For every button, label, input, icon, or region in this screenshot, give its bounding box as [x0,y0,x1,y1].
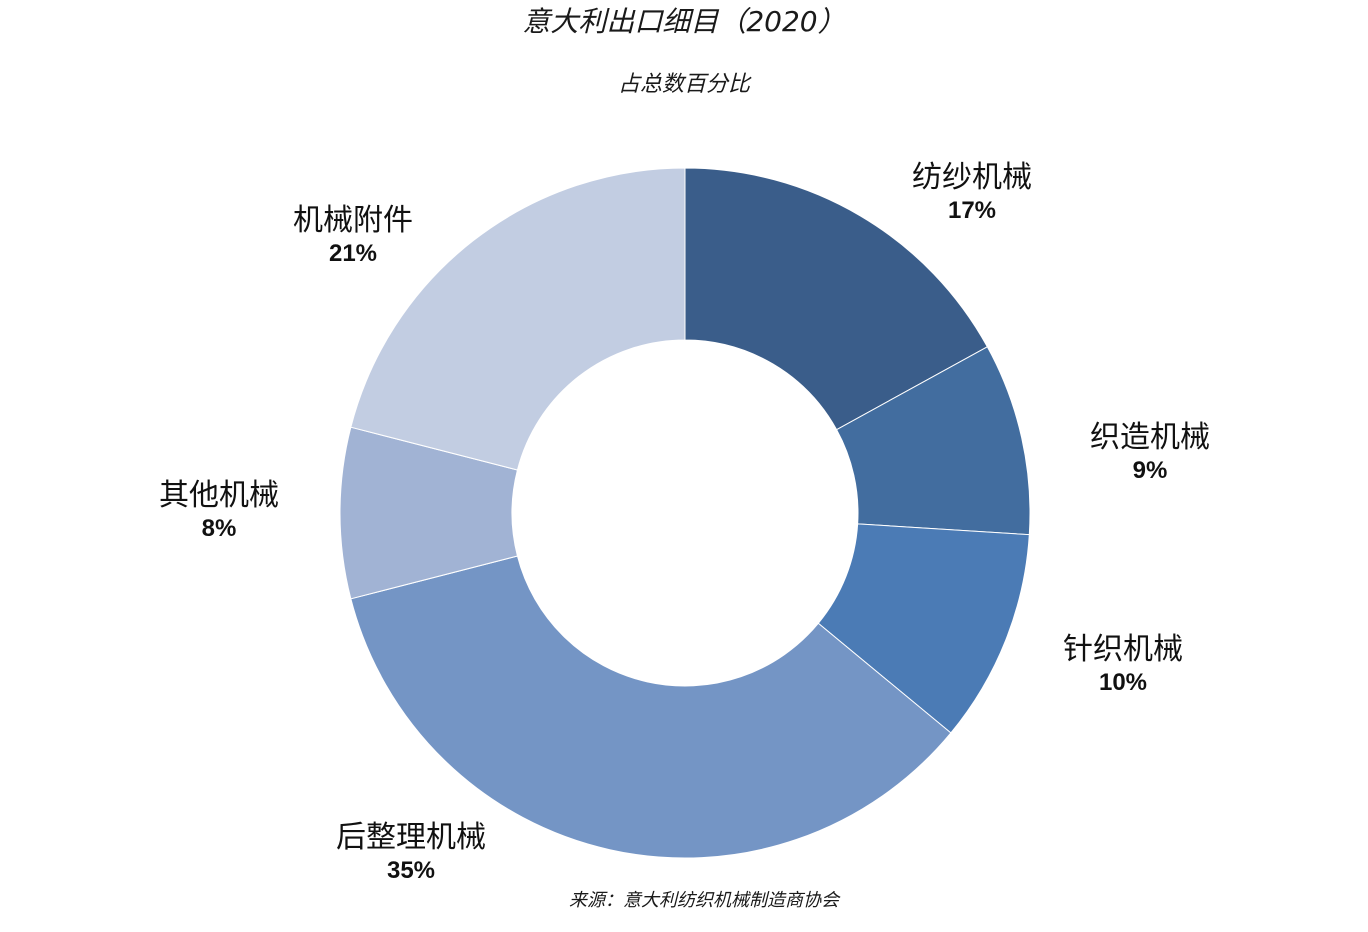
slice-name: 后整理机械 [336,820,486,855]
slice-percentage: 10% [1098,669,1148,696]
chart-source: 来源：意大利纺织机械制造商协会 [569,890,839,911]
slice-label-4: 后整理机械 35% [336,820,486,886]
chart-subtitle: 占总数百分比 [617,72,750,97]
slice-percentage: 21% [328,240,378,267]
slice-name: 纺纱机械 [912,160,1032,195]
slice-label-1: 纺纱机械 17% [912,160,1032,226]
slice-name: 机械附件 [293,203,413,238]
slice-name: 其他机械 [159,478,279,513]
chart-title: 意大利出口细目（2020） [522,5,846,38]
slice-label-6: 机械附件 21% [293,203,413,269]
donut-slice-1 [684,167,989,431]
slice-percentage: 8% [201,515,237,542]
slice-label-3: 针织机械 10% [1063,632,1183,698]
slice-name: 针织机械 [1063,632,1183,667]
donut-slice-4 [350,555,952,859]
slice-name: 织造机械 [1090,420,1210,455]
donut-slice-6 [350,167,686,471]
slice-percentage: 17% [947,197,997,224]
slice-label-2: 织造机械 9% [1090,420,1210,486]
donut-slice-3 [817,523,1030,734]
slice-percentage: 35% [386,857,436,884]
slice-label-5: 其他机械 8% [159,478,279,544]
slice-percentage: 9% [1132,457,1168,484]
